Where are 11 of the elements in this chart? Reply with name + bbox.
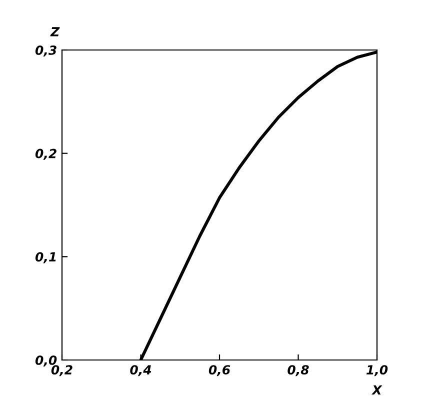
x-tick-label: 1,0 — [366, 365, 388, 376]
y-tick-label: 0,0 — [35, 355, 57, 367]
x-tick-label: 0,4 — [130, 365, 152, 376]
x-tick-label: 0,8 — [288, 365, 309, 376]
y-tick-label: 0,1 — [35, 252, 56, 264]
x-tick-label: 0,6 — [208, 365, 230, 376]
x-axis-title: X — [372, 385, 382, 394]
x-tick-label: 0,2 — [51, 365, 72, 376]
y-tick-label: 0,3 — [35, 45, 56, 57]
y-tick-label: 0,2 — [35, 148, 56, 160]
y-axis-title: Z — [50, 27, 60, 36]
